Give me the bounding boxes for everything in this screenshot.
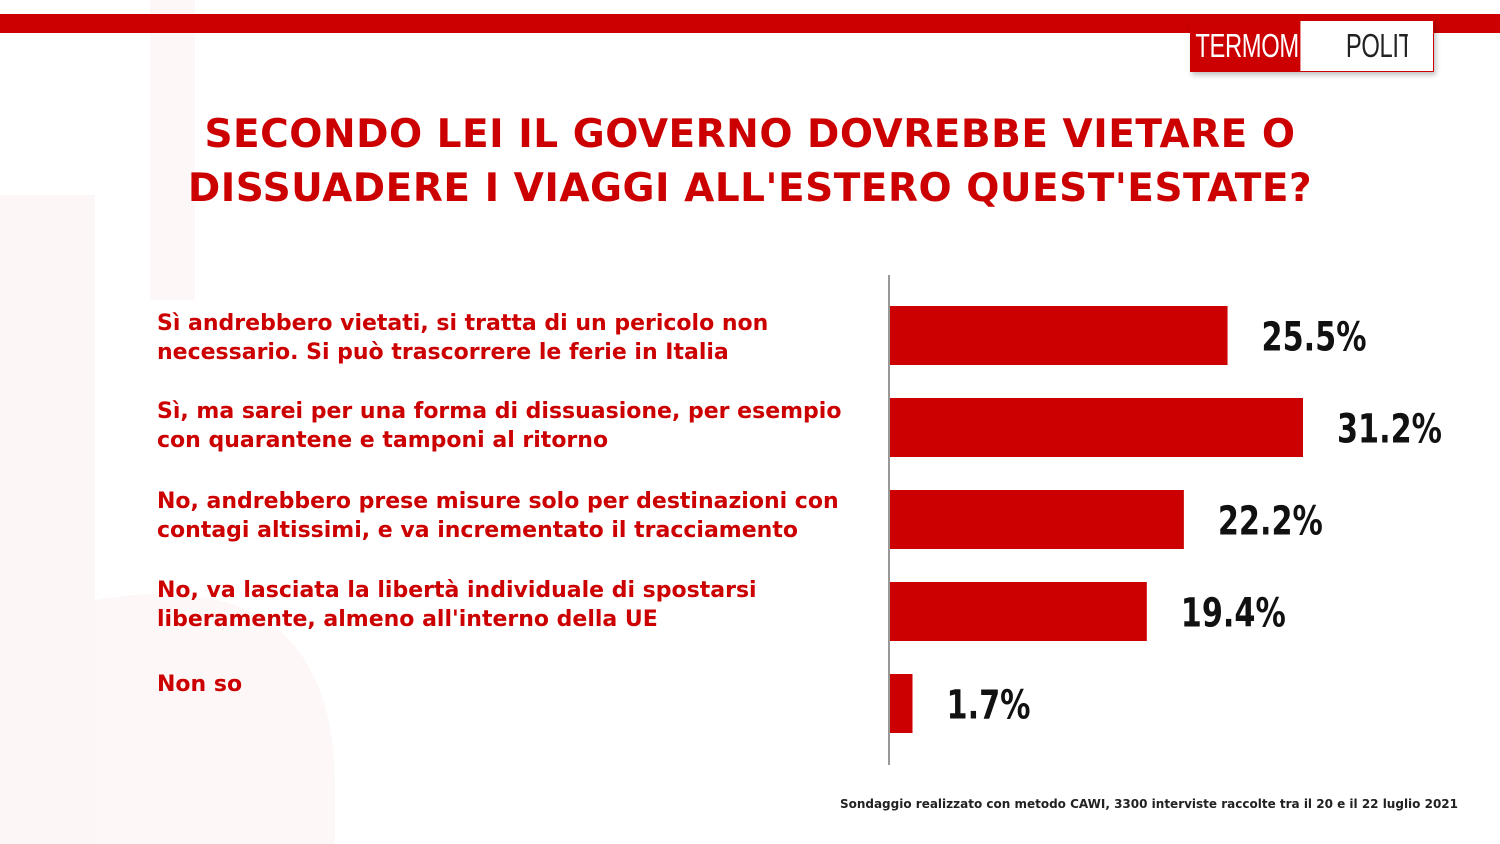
survey-footnote: Sondaggio realizzato con metodo CAWI, 33… xyxy=(839,797,1458,811)
bar-value-label-1: 25.5% xyxy=(1262,315,1367,361)
answer-label-2: Sì, ma sarei per una forma di dissuasion… xyxy=(157,399,842,453)
bar-value-label-3: 22.2% xyxy=(1218,499,1323,545)
bar-2 xyxy=(890,398,1303,457)
answer-label-5: Non so xyxy=(157,672,243,697)
bar-value-label-5: 1.7% xyxy=(947,683,1031,729)
chart-title-line-1: SECONDO LEI IL GOVERNO DOVREBBE VIETARE … xyxy=(204,112,1296,157)
bar-3 xyxy=(890,490,1184,549)
answer-label-4: No, va lasciata la libertà individuale d… xyxy=(157,578,757,632)
bar-1 xyxy=(890,306,1228,365)
chart-title-line-2: DISSUADERE I VIAGGI ALL'ESTERO QUEST'EST… xyxy=(187,166,1313,211)
bar-4 xyxy=(890,582,1147,641)
logo-text-politico: POLITICO xyxy=(1343,21,1408,71)
logo-text-termometro: TERMOMETRO xyxy=(1191,21,1301,71)
answer-label-3: No, andrebbero prese misure solo per des… xyxy=(157,489,839,543)
bar-5 xyxy=(890,674,913,733)
top-accent-bar xyxy=(0,14,1500,33)
answer-label-1: Sì andrebbero vietati, si tratta di un p… xyxy=(157,311,769,365)
chart-title: SECONDO LEI IL GOVERNO DOVREBBE VIETARE … xyxy=(0,108,1500,216)
bar-value-label-4: 19.4% xyxy=(1181,591,1286,637)
bar-value-label-2: 31.2% xyxy=(1337,407,1442,453)
termometro-politico-logo: TERMOMETRO POLITICO xyxy=(1190,20,1434,72)
